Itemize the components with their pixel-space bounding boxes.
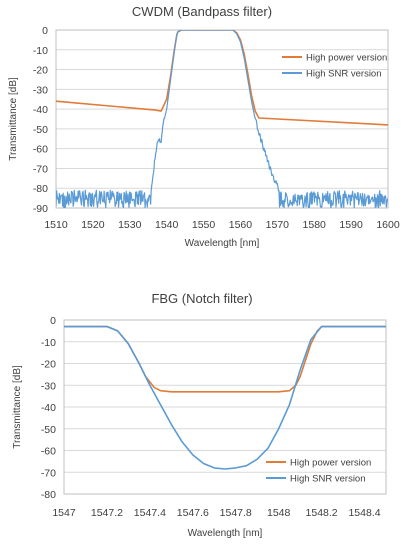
fbg-y-tick-label: -40 [41, 402, 56, 414]
fbg-y-tick-label: -50 [41, 424, 56, 436]
cwdm-x-tick-label: 1590 [339, 219, 363, 231]
cwdm-series-group [56, 30, 388, 208]
fbg-y-tick-label: 0 [50, 315, 56, 327]
cwdm-x-axis-label: Wavelength [nm] [185, 238, 260, 249]
fbg-legend: High power version High SNR version [266, 458, 371, 485]
cwdm-x-tick-label: 1520 [81, 219, 105, 231]
cwdm-y-tick-label: 0 [42, 25, 48, 37]
fbg-y-axis-label: Transmittance [dB] [12, 365, 23, 449]
cwdm-y-tick-label: -80 [33, 183, 48, 195]
fbg-legend-label: High power version [290, 458, 371, 469]
fbg-chart-svg: FBG (Notch filter) 0 -10 -20 -30 -40 -50 -60 -70… [12, 291, 387, 539]
cwdm-legend-label: High SNR version [306, 69, 382, 80]
fbg-y-tick-label: -60 [41, 446, 56, 458]
cwdm-x-tick-label: 1580 [303, 219, 327, 231]
fbg-x-tick-label: 1547.4 [134, 507, 166, 519]
cwdm-y-tick-label: -60 [33, 144, 48, 156]
fbg-x-axis-label: Wavelength [nm] [188, 528, 263, 539]
fbg-x-tick-label: 1548.2 [306, 507, 338, 519]
cwdm-x-tick-label: 1560 [229, 219, 253, 231]
cwdm-y-tick-label: -10 [33, 45, 48, 57]
cwdm-x-tick-label: 1600 [376, 219, 400, 231]
cwdm-y-tick-label: -40 [33, 104, 48, 116]
cwdm-y-tick-label: -50 [33, 124, 48, 136]
cwdm-legend-label: High power version [306, 53, 387, 64]
cwdm-x-tick-label: 1540 [155, 219, 179, 231]
fbg-series-group [64, 325, 386, 470]
cwdm-y-tick-label: -30 [33, 84, 48, 96]
fbg-y-tick-label: -30 [41, 380, 56, 392]
fbg-x-tick-label: 1548 [267, 507, 291, 519]
fbg-legend-label: High SNR version [290, 474, 366, 485]
cwdm-y-tick-label: -70 [33, 163, 48, 175]
fbg-x-tick-label: 1547.8 [220, 507, 252, 519]
cwdm-chart-svg: CWDM (Bandpass filter) 0 -10 -20 -30 -40 -50 -6… [8, 4, 400, 249]
fbg-x-tick-label: 1547.6 [177, 507, 209, 519]
fbg-y-tick-label: -80 [41, 489, 56, 501]
cwdm-x-tick-label: 1550 [192, 219, 216, 231]
fbg-title: FBG (Notch filter) [151, 291, 252, 306]
cwdm-y-tick-label: -20 [33, 65, 48, 77]
fbg-plot-frame [63, 319, 387, 495]
fbg-x-tick-label: 1548.4 [348, 507, 380, 519]
cwdm-title: CWDM (Bandpass filter) [132, 4, 272, 19]
fbg-series-high-snr-line [64, 325, 386, 470]
fbg-y-tick-label: -20 [41, 359, 56, 371]
cwdm-x-tick-label: 1510 [44, 219, 68, 231]
fbg-x-tick-label: 1547 [52, 507, 76, 519]
fbg-chart: FBG (Notch filter) 0 -10 -20 -30 -40 -50 -60 -70… [0, 278, 404, 546]
cwdm-x-tick-label: 1530 [118, 219, 142, 231]
fbg-y-tick-label: -10 [41, 337, 56, 349]
fbg-series-high-power-line [64, 325, 386, 393]
cwdm-chart: CWDM (Bandpass filter) 0 -10 -20 -30 -40 -50 -6… [0, 0, 404, 262]
cwdm-y-axis-label: Transmittance [dB] [8, 77, 19, 161]
fbg-y-tick-label: -70 [41, 467, 56, 479]
fbg-x-tick-label: 1547.2 [91, 507, 123, 519]
cwdm-series-high-snr-line [56, 30, 388, 208]
cwdm-x-tick-label: 1570 [266, 219, 290, 231]
cwdm-legend: High power version High SNR version [282, 53, 387, 80]
cwdm-series-high-power-line [56, 30, 388, 126]
cwdm-y-tick-label: -90 [33, 203, 48, 215]
